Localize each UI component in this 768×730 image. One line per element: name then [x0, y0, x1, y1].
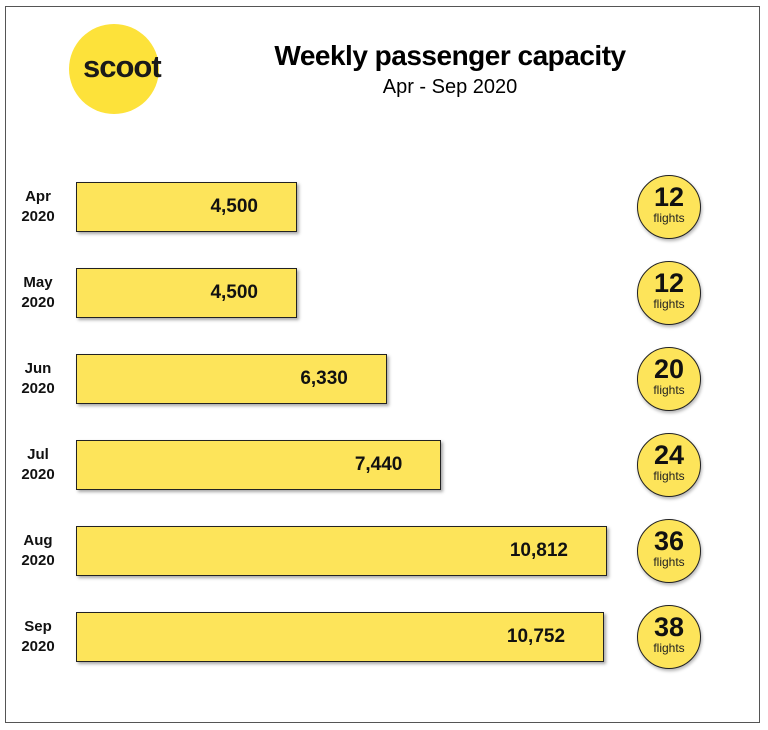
flights-unit: flights — [653, 383, 685, 397]
flights-unit: flights — [653, 297, 685, 311]
bar-value-label: 10,752 — [506, 626, 566, 647]
flights-badge: 24 flights — [637, 433, 701, 497]
chart-frame — [5, 6, 760, 723]
category-label: May 2020 — [21, 274, 55, 311]
flights-count: 20 — [653, 354, 685, 384]
flights-badge: 38 flights — [637, 605, 701, 669]
flights-count: 36 — [653, 526, 685, 556]
bar: 4,500 — [76, 268, 297, 318]
flights-badge: 20 flights — [637, 347, 701, 411]
bar: 7,440 — [76, 440, 442, 490]
category-label: Jul 2020 — [21, 446, 55, 483]
flights-badge: 36 flights — [637, 519, 701, 583]
bar-value-label: 4,500 — [210, 196, 258, 217]
category-label: Aug 2020 — [21, 532, 55, 569]
flights-count: 12 — [653, 182, 685, 212]
chart-subtitle: Apr - Sep 2020 — [382, 76, 518, 98]
flights-count: 24 — [653, 440, 685, 470]
bar: 6,330 — [76, 354, 387, 404]
flights-count: 38 — [653, 612, 685, 642]
bar: 10,752 — [76, 612, 605, 662]
bar-value-label: 10,812 — [509, 540, 568, 561]
flights-badge: 12 flights — [637, 261, 701, 325]
flights-unit: flights — [653, 469, 685, 483]
flights-unit: flights — [653, 211, 685, 225]
flights-count: 12 — [653, 268, 685, 298]
flights-unit: flights — [653, 641, 685, 655]
scoot-logo: scoot — [69, 24, 162, 114]
category-label: Sep 2020 — [21, 618, 55, 655]
bar-value-label: 6,330 — [300, 368, 348, 389]
category-label: Apr 2020 — [21, 188, 55, 225]
flights-badge: 12 flights — [637, 175, 701, 239]
flights-unit: flights — [653, 555, 685, 569]
bar: 10,812 — [76, 526, 607, 576]
bar: 4,500 — [76, 182, 297, 232]
bar-value-label: 7,440 — [354, 454, 403, 475]
bar-value-label: 4,500 — [210, 282, 258, 303]
chart-title: Weekly passenger capacity — [274, 40, 626, 71]
category-label: Jun 2020 — [21, 360, 55, 397]
